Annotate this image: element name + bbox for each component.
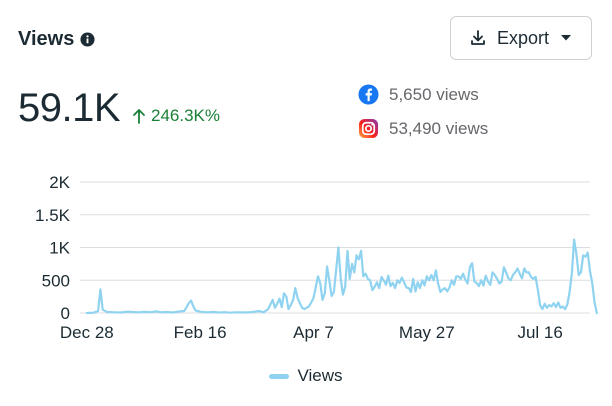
facebook-icon bbox=[358, 84, 379, 105]
info-icon[interactable] bbox=[80, 32, 95, 47]
x-tick-label: Feb 16 bbox=[174, 323, 227, 342]
facebook-views-label: 5,650 views bbox=[389, 84, 479, 104]
x-tick-label: Apr 7 bbox=[293, 323, 334, 342]
total-views: 59.1K bbox=[18, 86, 121, 130]
y-tick-label: 500 bbox=[42, 271, 70, 290]
facebook-views: 5,650 views bbox=[358, 84, 479, 105]
arrow-up-icon bbox=[133, 109, 145, 124]
change-value: 246.3K% bbox=[151, 106, 220, 125]
legend-label: Views bbox=[297, 366, 343, 385]
views-line-chart: 0 500 1K 1.5K 2K Dec 28 Feb 16 Apr 7 May 27 Jul 1… bbox=[35, 173, 598, 342]
instagram-views-label: 53,490 views bbox=[389, 118, 489, 138]
legend: Views bbox=[0, 366, 612, 386]
caret-down-icon bbox=[561, 35, 572, 41]
series-line-views bbox=[85, 238, 598, 315]
download-icon bbox=[471, 30, 485, 45]
header: Views bbox=[18, 28, 95, 51]
export-button[interactable]: Export bbox=[450, 16, 592, 60]
change-indicator: 246.3K% bbox=[132, 106, 220, 126]
chart-title: Views bbox=[18, 28, 75, 50]
x-tick-label: May 27 bbox=[399, 323, 455, 342]
export-label: Export bbox=[496, 27, 550, 48]
legend-swatch bbox=[269, 373, 290, 379]
y-tick-label: 1K bbox=[49, 239, 70, 258]
y-tick-label: 2K bbox=[49, 173, 70, 192]
x-tick-label: Dec 28 bbox=[60, 323, 114, 342]
y-tick-label: 1.5K bbox=[35, 206, 71, 225]
instagram-icon bbox=[358, 118, 379, 139]
y-tick-label: 0 bbox=[61, 304, 70, 323]
x-tick-label: Jul 16 bbox=[517, 323, 562, 342]
instagram-views: 53,490 views bbox=[358, 118, 488, 139]
